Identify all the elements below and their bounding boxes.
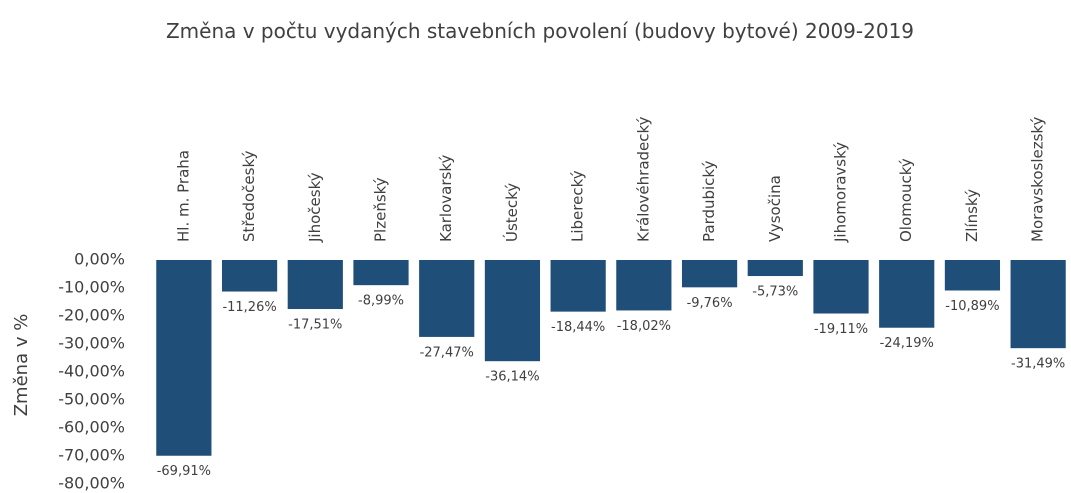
bar	[813, 260, 869, 314]
value-label: -69,91%	[157, 464, 211, 479]
value-label: -8,99%	[358, 294, 404, 309]
bar	[156, 260, 212, 456]
x-tick-label: Karlovarský	[437, 155, 455, 242]
value-label: -11,26%	[222, 300, 276, 315]
bar	[681, 260, 738, 288]
bar	[419, 260, 475, 337]
x-tick-label: Vysočina	[766, 175, 784, 242]
y-tick-label: -30,00%	[58, 334, 125, 353]
bar	[616, 260, 672, 311]
y-tick-label: 0,00%	[74, 250, 125, 269]
value-label: -36,14%	[485, 370, 539, 385]
value-label: -27,47%	[420, 345, 474, 360]
value-label: -9,76%	[687, 296, 733, 311]
bar	[353, 260, 409, 286]
value-label: -31,49%	[1011, 357, 1065, 372]
x-tick-label: Moravskoslezský	[1029, 116, 1047, 242]
bar	[1010, 260, 1066, 349]
value-label: -5,73%	[752, 285, 798, 300]
value-label: -18,44%	[551, 320, 605, 335]
value-label: -17,51%	[288, 318, 342, 333]
y-tick-label: -20,00%	[58, 306, 125, 325]
x-tick-label: Ústecký	[502, 183, 521, 242]
y-tick-label: -80,00%	[58, 474, 125, 493]
x-tick-label: Královéhradecký	[634, 116, 652, 242]
x-tick-label: Plzeňský	[372, 177, 390, 242]
x-tick-label: Středočeský	[240, 150, 258, 242]
x-tick-label: Hl. m. Praha	[174, 150, 192, 242]
bar	[550, 260, 606, 312]
bar	[747, 260, 803, 277]
value-label: -19,11%	[814, 322, 868, 337]
x-tick-label: Jihočeský	[306, 172, 324, 243]
y-tick-label: -60,00%	[58, 418, 125, 437]
bar	[287, 260, 343, 310]
x-tick-label: Pardubický	[700, 160, 718, 242]
y-tick-label: -50,00%	[58, 390, 125, 409]
x-tick-label: Olomoucký	[897, 158, 915, 242]
y-tick-label: -70,00%	[58, 446, 125, 465]
y-tick-label: -10,00%	[58, 278, 125, 297]
bar	[944, 260, 1001, 291]
chart-title: Změna v počtu vydaných stavebních povole…	[166, 19, 914, 43]
value-label: -18,02%	[617, 319, 671, 334]
y-tick-label: -40,00%	[58, 362, 125, 381]
x-tick-label: Jihomoravský	[832, 142, 850, 243]
value-label: -10,89%	[945, 299, 999, 314]
x-tick-label: Zlínský	[963, 189, 981, 242]
y-axis-title: Změna v %	[11, 314, 32, 417]
x-tick-label: Liberecký	[569, 170, 587, 242]
bar	[221, 260, 278, 292]
value-label: -24,19%	[880, 336, 934, 351]
bar	[879, 260, 935, 328]
bar	[484, 260, 541, 362]
